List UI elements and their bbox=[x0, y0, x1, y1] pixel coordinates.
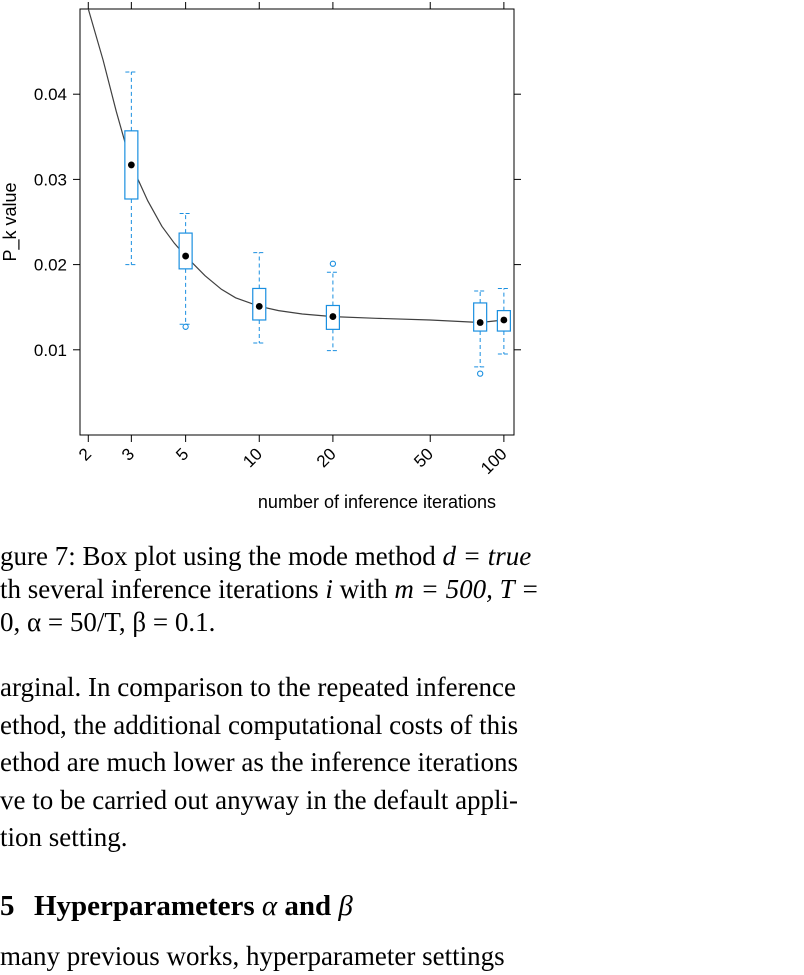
caption-line-2: th several inference iterations i with m… bbox=[0, 574, 540, 604]
x-tick-label: 5 bbox=[172, 444, 192, 464]
outlier-point bbox=[329, 260, 337, 267]
box-group bbox=[496, 287, 511, 355]
x-tick-label: 100 bbox=[477, 444, 510, 477]
y-tick-label: 0.01 bbox=[34, 341, 67, 360]
fit-line bbox=[87, 9, 504, 324]
axis-labels-layer: 2 3 5 10 20 50 100 0.01 0.02 0.03 0.04 number of in… bbox=[0, 85, 511, 512]
paragraph-line: tion setting. bbox=[0, 822, 128, 852]
figure-caption: gure 7: Box plot using the mode method d… bbox=[0, 540, 570, 639]
y-axis-label: P_k value bbox=[0, 182, 21, 261]
paragraph-line: ve to be carried out anyway in the defau… bbox=[0, 784, 519, 815]
median-dot bbox=[476, 319, 484, 326]
next-paragraph-line: many previous works, hyperparameter sett… bbox=[0, 941, 505, 971]
caption-line-1: gure 7: Box plot using the mode method d… bbox=[0, 541, 532, 571]
section-title: Hyperparameters bbox=[34, 890, 262, 922]
y-tick-label: 0.02 bbox=[34, 256, 67, 275]
box-plot-chart: 2 3 5 10 20 50 100 0.01 0.02 0.03 0.04 number of in… bbox=[0, 2, 521, 512]
caption-line-3: 0, α = 50/T, β = 0.1. bbox=[0, 607, 216, 637]
box-body bbox=[473, 302, 488, 332]
chart-frame-layer bbox=[73, 2, 521, 442]
x-tick-label: 20 bbox=[313, 444, 340, 471]
box-group bbox=[124, 71, 139, 266]
box-group bbox=[473, 290, 488, 377]
boxes-layer bbox=[124, 71, 511, 377]
x-tick-label: 50 bbox=[410, 444, 437, 471]
y-tick-label: 0.03 bbox=[34, 170, 67, 189]
x-axis-label: number of inference iterations bbox=[258, 492, 496, 512]
box-group bbox=[178, 212, 193, 330]
box-group bbox=[252, 252, 267, 344]
section-beta: β bbox=[338, 890, 353, 922]
median-dot bbox=[255, 302, 263, 310]
plot-frame bbox=[79, 8, 515, 436]
paragraph-line: arginal. In comparison to the repeated i… bbox=[0, 672, 517, 702]
box-group bbox=[325, 260, 340, 352]
median-dot bbox=[182, 252, 190, 260]
x-tick-label: 2 bbox=[75, 444, 95, 464]
outlier-point bbox=[182, 323, 189, 330]
section-number: 5 bbox=[0, 890, 15, 922]
median-dot bbox=[500, 316, 508, 324]
median-dot bbox=[329, 313, 337, 320]
paragraph-line: ethod are much lower as the inference it… bbox=[0, 747, 519, 777]
x-tick-label: 3 bbox=[118, 444, 138, 464]
paragraph-line: ethod, the additional computational cost… bbox=[0, 709, 519, 740]
median-dot bbox=[127, 161, 135, 169]
box-body bbox=[178, 232, 193, 270]
x-tick-label: 10 bbox=[239, 444, 266, 471]
section-alpha: α bbox=[261, 890, 278, 922]
body-paragraph: arginal. In comparison to the repeated i… bbox=[0, 669, 570, 857]
fit-line-layer bbox=[87, 9, 504, 324]
caption-math-d: d = true bbox=[442, 541, 532, 571]
section-heading: 5 Hyperparameters α and β bbox=[0, 886, 600, 926]
y-tick-label: 0.04 bbox=[34, 85, 67, 104]
outlier-point bbox=[477, 370, 484, 377]
